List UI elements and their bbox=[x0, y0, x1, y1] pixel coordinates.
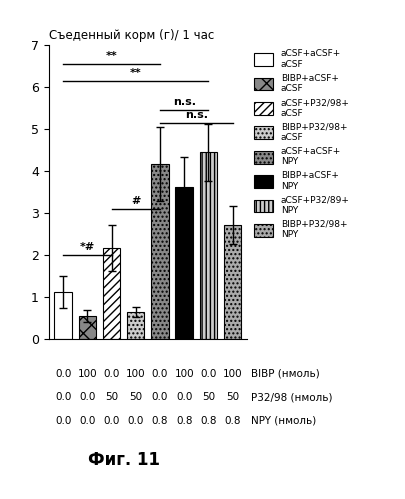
Text: 0.8: 0.8 bbox=[176, 416, 192, 426]
Bar bbox=[151, 164, 168, 339]
Text: 100: 100 bbox=[223, 369, 242, 379]
Legend: aCSF+aCSF+
aCSF, BIBP+aCSF+
aCSF, aCSF+P32/98+
aCSF, BIBP+P32/98+
aCSF, aCSF+aCS: aCSF+aCSF+ aCSF, BIBP+aCSF+ aCSF, aCSF+P… bbox=[254, 49, 350, 240]
Text: 0.0: 0.0 bbox=[79, 392, 96, 402]
Text: NPY (нмоль): NPY (нмоль) bbox=[251, 416, 316, 426]
Text: P32/98 (нмоль): P32/98 (нмоль) bbox=[251, 392, 333, 402]
Text: 0.0: 0.0 bbox=[55, 392, 71, 402]
Bar bbox=[224, 225, 241, 339]
Text: 0.8: 0.8 bbox=[200, 416, 217, 426]
Text: 0.0: 0.0 bbox=[55, 416, 71, 426]
Text: 50: 50 bbox=[129, 392, 142, 402]
Text: 0.0: 0.0 bbox=[103, 416, 120, 426]
Text: 50: 50 bbox=[202, 392, 215, 402]
Text: **: ** bbox=[130, 68, 142, 78]
Text: n.s.: n.s. bbox=[173, 97, 196, 107]
Bar bbox=[79, 316, 96, 339]
Bar bbox=[175, 187, 193, 339]
Bar bbox=[127, 312, 145, 339]
Text: Съеденный корм (г)/ 1 час: Съеденный корм (г)/ 1 час bbox=[49, 29, 214, 42]
Text: 50: 50 bbox=[226, 392, 239, 402]
Bar bbox=[54, 292, 72, 339]
Text: BIBP (нмоль): BIBP (нмоль) bbox=[251, 369, 320, 379]
Text: Фиг. 11: Фиг. 11 bbox=[88, 451, 160, 469]
Text: 50: 50 bbox=[105, 392, 118, 402]
Text: 100: 100 bbox=[77, 369, 97, 379]
Text: 0.0: 0.0 bbox=[79, 416, 96, 426]
Text: n.s.: n.s. bbox=[185, 110, 208, 120]
Text: 100: 100 bbox=[174, 369, 194, 379]
Text: 0.0: 0.0 bbox=[152, 369, 168, 379]
Text: *#: *# bbox=[80, 242, 95, 252]
Text: 0.0: 0.0 bbox=[103, 369, 120, 379]
Text: 0.0: 0.0 bbox=[176, 392, 192, 402]
Text: **: ** bbox=[106, 51, 117, 61]
Text: 0.8: 0.8 bbox=[152, 416, 168, 426]
Text: 0.0: 0.0 bbox=[200, 369, 217, 379]
Text: 0.0: 0.0 bbox=[55, 369, 71, 379]
Text: 0.0: 0.0 bbox=[128, 416, 144, 426]
Text: #: # bbox=[131, 196, 141, 206]
Text: 100: 100 bbox=[126, 369, 145, 379]
Bar bbox=[103, 248, 120, 339]
Text: 0.0: 0.0 bbox=[152, 392, 168, 402]
Text: 0.8: 0.8 bbox=[224, 416, 241, 426]
Bar bbox=[200, 152, 217, 339]
